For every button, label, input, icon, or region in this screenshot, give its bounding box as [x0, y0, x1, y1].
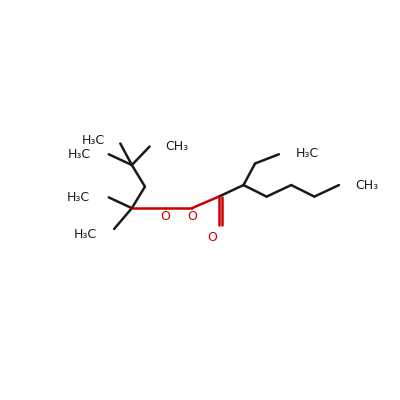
Text: CH₃: CH₃: [355, 178, 378, 192]
Text: H₃C: H₃C: [296, 147, 319, 160]
Text: H₃C: H₃C: [74, 228, 97, 241]
Text: O: O: [207, 231, 217, 244]
Text: CH₃: CH₃: [165, 140, 188, 153]
Text: H₃C: H₃C: [82, 134, 105, 147]
Text: O: O: [187, 210, 197, 223]
Text: H₃C: H₃C: [66, 191, 90, 204]
Text: O: O: [160, 210, 170, 223]
Text: H₃C: H₃C: [68, 148, 91, 161]
